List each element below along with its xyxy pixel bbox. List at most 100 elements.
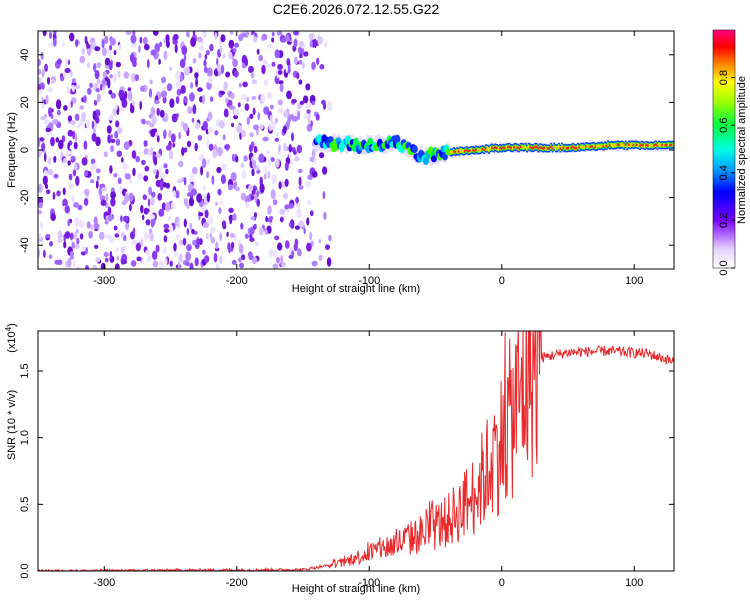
noise-speck — [271, 37, 274, 43]
noise-speck — [176, 113, 179, 118]
top-y-axis: -40 -20 0 20 40 — [19, 49, 674, 253]
noise-speck — [95, 88, 100, 93]
noise-speck — [303, 227, 306, 235]
ridge-core — [511, 147, 514, 150]
ridge-core — [658, 143, 661, 146]
noise-speck — [121, 157, 124, 163]
noise-speck — [297, 168, 303, 174]
noise-speck — [128, 192, 134, 202]
ridge-core — [594, 145, 597, 149]
noise-speck — [123, 141, 130, 151]
noise-speck — [215, 201, 218, 206]
noise-speck — [42, 31, 47, 37]
noise-speck — [68, 103, 72, 113]
ridge-core — [500, 147, 503, 150]
noise-speck — [139, 100, 142, 110]
noise-speck — [65, 150, 72, 156]
noise-speck — [191, 117, 195, 123]
noise-speck — [259, 183, 265, 194]
noise-speck — [110, 145, 114, 153]
noise-speck — [100, 199, 107, 206]
noise-speck — [238, 243, 244, 254]
noise-speck — [269, 248, 275, 258]
noise-speck — [228, 51, 233, 60]
ridge-core — [599, 144, 602, 148]
noise-speck — [58, 139, 64, 150]
noise-speck — [84, 188, 90, 196]
noise-speck — [134, 74, 139, 82]
noise-speck — [66, 85, 70, 95]
noise-speck — [140, 238, 144, 247]
noise-speck — [279, 208, 286, 216]
noise-speck — [162, 86, 166, 92]
noise-speck — [250, 195, 255, 200]
noise-speck — [94, 70, 100, 80]
noise-speck — [268, 216, 274, 220]
ridge-core — [516, 146, 519, 149]
noise-speck — [159, 180, 164, 191]
noise-speck — [165, 168, 169, 175]
noise-speck — [73, 231, 77, 240]
noise-speck — [44, 183, 49, 190]
noise-speck — [48, 156, 51, 166]
ridge-core — [513, 145, 516, 149]
noise-speck — [275, 158, 280, 168]
noise-speck — [266, 171, 271, 179]
noise-speck — [155, 174, 159, 179]
noise-speck — [104, 220, 109, 225]
noise-speck — [123, 71, 129, 79]
noise-speck — [271, 32, 275, 37]
ridge-core — [575, 146, 578, 150]
noise-speck — [326, 257, 332, 267]
noise-speck — [318, 239, 321, 244]
ridge-core — [661, 144, 664, 147]
ridge-core — [484, 147, 487, 150]
noise-speck — [154, 156, 158, 166]
noise-speck — [44, 152, 47, 162]
noise-speck — [196, 193, 203, 203]
noise-speck — [306, 109, 311, 114]
noise-speck — [73, 201, 79, 208]
noise-speck — [55, 99, 62, 110]
noise-speck — [275, 117, 278, 124]
noise-speck — [322, 166, 328, 175]
ridge-core — [534, 145, 537, 148]
noise-speck — [184, 96, 188, 103]
ridge-core — [605, 144, 608, 148]
noise-speck — [227, 242, 231, 251]
noise-speck — [311, 260, 318, 267]
noise-speck — [117, 44, 122, 50]
noise-speck — [145, 120, 151, 125]
noise-speck — [223, 81, 228, 91]
noise-speck — [258, 54, 264, 62]
noise-speck — [280, 255, 284, 265]
noise-speck — [74, 217, 80, 227]
noise-speck — [144, 231, 148, 242]
ridge-core — [508, 145, 511, 149]
noise-speck — [178, 131, 181, 140]
noise-speck — [237, 102, 241, 108]
noise-speck — [252, 107, 256, 116]
noise-speck — [311, 61, 316, 70]
noise-speck — [278, 144, 281, 153]
noise-speck — [230, 92, 235, 100]
noise-speck — [259, 124, 264, 130]
noise-speck — [322, 191, 326, 200]
noise-speck — [73, 163, 78, 170]
ridge-core — [626, 144, 629, 148]
ridge-core — [507, 145, 510, 149]
noise-speck — [185, 251, 192, 262]
noise-speck — [106, 46, 110, 56]
noise-speck — [62, 42, 65, 47]
noise-speck — [99, 195, 106, 201]
ridge-core — [643, 144, 646, 148]
noise-speck — [221, 174, 226, 184]
noise-speck — [260, 93, 266, 103]
noise-speck — [93, 99, 98, 106]
ridge-core — [550, 145, 552, 149]
noise-speck — [175, 190, 180, 199]
ridge-core — [481, 147, 484, 151]
noise-speck — [44, 119, 50, 125]
noise-speck — [176, 179, 183, 184]
noise-speck — [73, 260, 76, 268]
